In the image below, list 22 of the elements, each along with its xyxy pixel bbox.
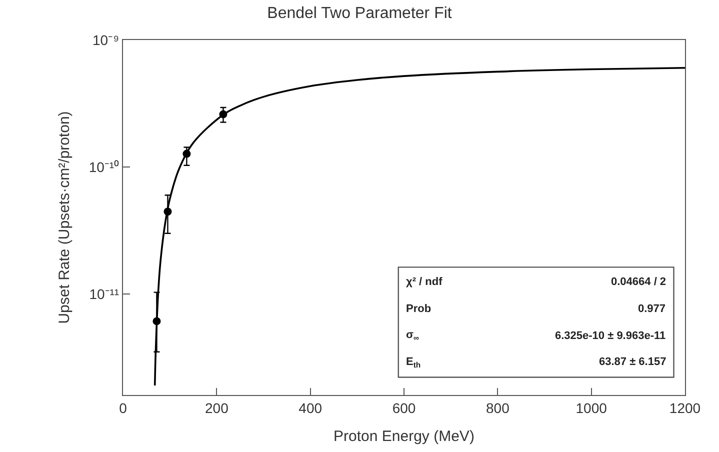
x-tick-label: 400 bbox=[298, 400, 322, 416]
x-tick-label: 1200 bbox=[669, 400, 701, 416]
y-axis-title: Upset Rate (Upsets·cm²/proton) bbox=[56, 111, 74, 324]
annotation: σ$_{∞}$ bbox=[406, 329, 420, 342]
x-tick-label: 1000 bbox=[576, 400, 608, 416]
annotation: 0.977 bbox=[638, 303, 666, 315]
y-tick-label: 10⁻⁹ bbox=[92, 32, 120, 48]
x-tick-label: 800 bbox=[486, 400, 510, 416]
annotation: E$_{th}$ bbox=[406, 356, 421, 370]
y-tick-label: 10⁻¹⁰ bbox=[88, 158, 120, 175]
x-tick-label: 600 bbox=[392, 400, 416, 416]
chart-title: Bendel Two Parameter Fit bbox=[267, 4, 452, 22]
x-axis-title: Proton Energy (MeV) bbox=[334, 428, 474, 445]
annotation: χ² / ndf bbox=[406, 276, 443, 288]
x-tick-label: 200 bbox=[204, 400, 229, 416]
x-tick-label: 0 bbox=[119, 400, 128, 416]
annotation: 6.325e-10 ± 9.963e-11 bbox=[555, 330, 666, 342]
annotation: Prob bbox=[406, 303, 432, 315]
annotation: 63.87 ± 6.157 bbox=[599, 356, 666, 368]
y-tick-label: 10⁻¹¹ bbox=[89, 286, 120, 302]
annotation: 0.04664 / 2 bbox=[611, 276, 666, 288]
line-series bbox=[154, 66, 685, 386]
